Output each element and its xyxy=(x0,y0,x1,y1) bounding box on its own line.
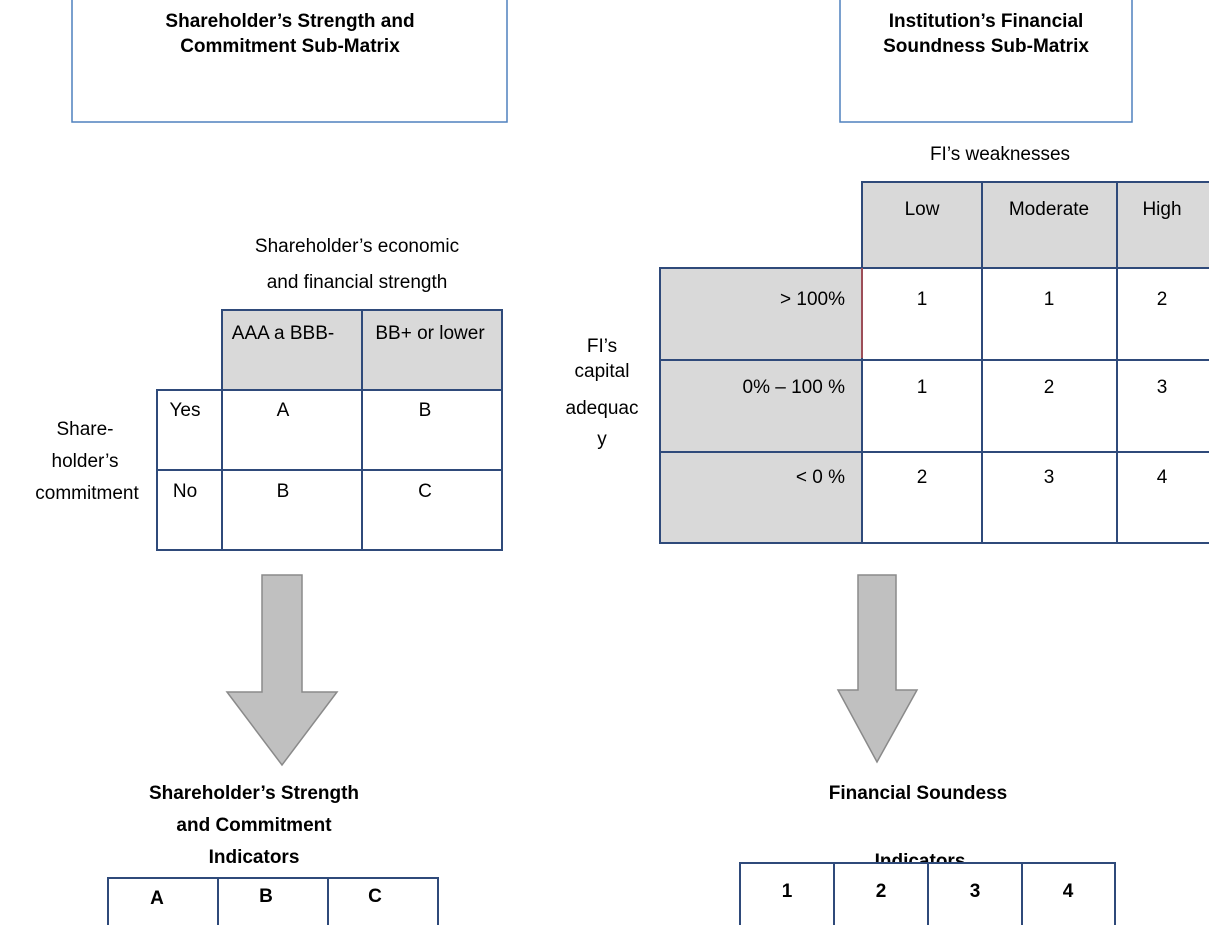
indicator: A xyxy=(150,888,164,909)
column-label: Low xyxy=(905,199,940,220)
cell xyxy=(981,451,1118,544)
row-label: > 100% xyxy=(780,289,845,310)
title: Commitment Sub-Matrix xyxy=(180,36,400,57)
cell-text: 2 xyxy=(1044,377,1055,398)
column-label: BB+ or lower xyxy=(375,323,485,344)
column-header: FI’s weaknesses xyxy=(930,144,1070,165)
cell xyxy=(861,451,983,544)
cell-text: 1 xyxy=(917,289,928,310)
cell-text: B xyxy=(419,400,432,421)
column-label: High xyxy=(1142,199,1181,220)
result-title: Shareholder’s Strength xyxy=(149,783,359,804)
column-header: and financial strength xyxy=(267,272,448,293)
indicator: B xyxy=(259,886,273,907)
row-header: commitment xyxy=(35,483,139,504)
title: Shareholder’s Strength and xyxy=(165,11,414,32)
indicator-cell xyxy=(927,862,1023,925)
header-cell xyxy=(1116,181,1209,269)
row-header: capital xyxy=(575,361,630,382)
arrow xyxy=(836,574,919,764)
indicator: 2 xyxy=(876,881,887,902)
title: Institution’s Financial xyxy=(889,11,1084,32)
cell xyxy=(1116,451,1209,544)
arrow xyxy=(225,574,339,767)
cell xyxy=(1116,267,1209,361)
indicator-cell xyxy=(1021,862,1116,925)
row-label: 0% – 100 % xyxy=(743,377,846,398)
column-label: Moderate xyxy=(1009,199,1089,220)
cell-text: 3 xyxy=(1157,377,1168,398)
column-label: AAA a BBB- xyxy=(232,323,334,344)
row-label: No xyxy=(173,481,197,502)
cell xyxy=(861,267,983,361)
indicator: 1 xyxy=(782,881,793,902)
cell-text: 2 xyxy=(917,467,928,488)
title-box xyxy=(839,0,1133,123)
row-header: Share- xyxy=(56,419,113,440)
result-title: and Commitment xyxy=(176,815,332,836)
indicator-cell xyxy=(107,877,219,925)
column-header: Shareholder’s economic xyxy=(255,236,459,257)
cell xyxy=(156,469,223,551)
row-label: Yes xyxy=(170,400,201,421)
row-header: y xyxy=(597,429,607,450)
header-cell xyxy=(221,309,363,391)
title: Soundness Sub-Matrix xyxy=(883,36,1089,57)
cell xyxy=(221,469,363,551)
indicator-cell xyxy=(327,877,439,925)
cell xyxy=(861,359,983,453)
header-cell xyxy=(861,181,983,269)
indicator-cell xyxy=(833,862,929,925)
result-title: Indicators xyxy=(209,847,300,868)
indicator: 3 xyxy=(970,881,981,902)
row-header: adequac xyxy=(566,398,639,419)
cell-text: 2 xyxy=(1157,289,1168,310)
cell xyxy=(361,389,503,471)
cell xyxy=(221,389,363,471)
title-box xyxy=(71,0,508,123)
cell-text: C xyxy=(418,481,432,502)
cell xyxy=(1116,359,1209,453)
cell-text: A xyxy=(277,400,290,421)
indicator-cell xyxy=(217,877,329,925)
header-cell xyxy=(981,181,1118,269)
header-cell xyxy=(361,309,503,391)
cell-text: B xyxy=(277,481,290,502)
row-label-column xyxy=(659,267,863,544)
cell-text: 1 xyxy=(917,377,928,398)
row-header: holder’s xyxy=(52,451,119,472)
cell xyxy=(981,359,1118,453)
cell-text: 1 xyxy=(1044,289,1055,310)
result-title: Financial Soundess xyxy=(829,783,1007,804)
cell-text: 4 xyxy=(1157,467,1168,488)
row-header: FI’s xyxy=(587,336,617,357)
cell xyxy=(156,389,223,471)
cell xyxy=(981,267,1118,361)
cell xyxy=(361,469,503,551)
indicator: C xyxy=(368,886,382,907)
cell-text: 3 xyxy=(1044,467,1055,488)
indicator: 4 xyxy=(1063,881,1074,902)
row-label: < 0 % xyxy=(796,467,845,488)
